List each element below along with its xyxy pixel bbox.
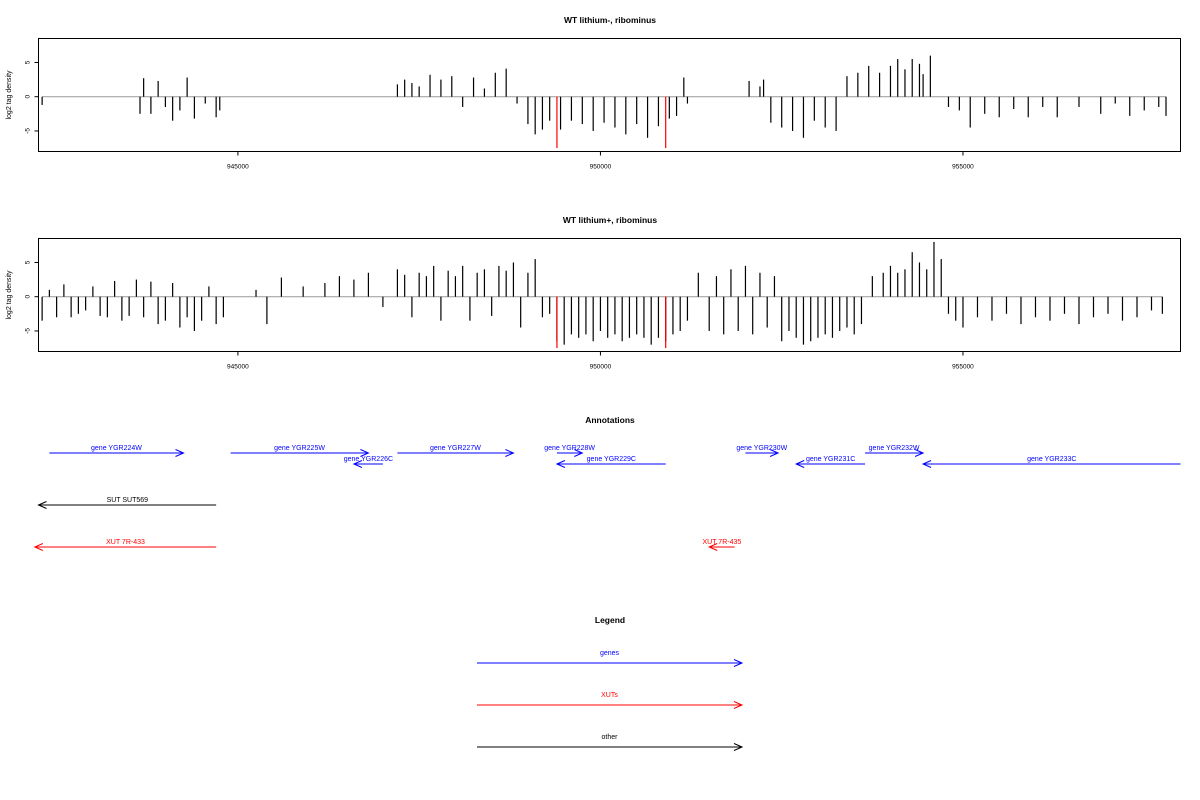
annotation-label: gene YGR229C	[587, 456, 636, 463]
annotations-title: Annotations	[585, 415, 635, 425]
annotation-arrow-head	[352, 460, 363, 468]
annotation-label: XUT 7R-435	[702, 539, 741, 546]
annotation-arrow-head	[921, 460, 932, 468]
panel-1-frame	[38, 38, 1181, 152]
legend-label: other	[602, 734, 619, 741]
annotation-label: gene YGR230W	[736, 445, 787, 452]
y-tick-label: 0	[25, 95, 32, 99]
legend-arrow-head	[733, 743, 744, 751]
annotation-arrow-head	[175, 449, 185, 457]
panel-2-ylabel: log2 tag density	[6, 270, 13, 320]
annotation-arrow-head	[37, 501, 47, 509]
y-tick-label: 5	[25, 60, 32, 64]
annotation-gene: gene YGR229C	[555, 456, 666, 468]
annotation-gene: gene YGR233C	[921, 456, 1181, 468]
annotation-arrow-head	[505, 449, 515, 457]
panel-2-bars	[41, 241, 1163, 349]
x-tick-label: 955000	[952, 164, 974, 171]
annotation-gene: gene YGR230W	[736, 445, 788, 457]
y-tick-label: 5	[25, 260, 32, 264]
annotation-arrow-head	[360, 449, 370, 457]
annotation-arrow-head	[794, 460, 805, 468]
panel-2-title: WT lithium+, ribominus	[563, 215, 657, 225]
legend-label: genes	[600, 650, 620, 657]
annotation-label: XUT 7R-433	[106, 539, 145, 546]
annotations-panel: Annotations gene YGR224W gene YGR225Wgene…	[33, 415, 1181, 551]
x-tick-label: 955000	[952, 364, 974, 371]
panel-1-bars	[41, 55, 1167, 149]
annotation-label: gene YGR226C	[344, 456, 393, 463]
track-panel-1: WT lithium-, ribominus log2 tag density …	[6, 15, 1181, 171]
annotation-arrow-head	[769, 449, 780, 457]
x-tick-label: 950000	[590, 164, 612, 171]
annotation-gene: gene YGR226C	[344, 456, 393, 468]
annotation-label: gene YGR231C	[806, 456, 855, 463]
annotation-label: gene YGR224W	[91, 445, 142, 452]
annotation-xut: XUT 7R-435	[702, 539, 741, 551]
annotation-features: gene YGR224W gene YGR225W gene YGR226C gene…	[33, 445, 1181, 551]
legend-label: XUTs	[601, 692, 618, 699]
x-tick-label: 945000	[227, 164, 249, 171]
panel-1-title: WT lithium-, ribominus	[564, 15, 656, 25]
legend-title: Legend	[595, 615, 625, 625]
panel-2-frame	[38, 238, 1181, 352]
legend-item: genes	[477, 650, 744, 667]
annotation-gene: gene YGR224W	[49, 445, 185, 457]
annotation-arrow-head	[707, 543, 718, 551]
annotation-gene: gene YGR227W	[397, 445, 515, 457]
x-tick-label: 950000	[590, 364, 612, 371]
annotation-label: gene YGR233C	[1027, 456, 1076, 463]
annotation-arrow-head	[914, 449, 925, 457]
panel-2-axes: 945000 950000 955000 5 0 -5	[25, 260, 1163, 371]
y-tick-label: 0	[25, 295, 32, 299]
track-panel-2: WT lithium+, ribominus log2 tag density …	[6, 215, 1181, 371]
legend-item: other	[477, 734, 744, 751]
annotation-xut: XUT 7R-433	[33, 539, 217, 551]
y-tick-label: -5	[25, 328, 32, 334]
annotation-arrow-head	[574, 449, 584, 457]
annotation-gene: gene YGR231C	[794, 456, 866, 468]
annotation-label: gene YGR227W	[430, 445, 481, 452]
legend-items: genes XUTs other	[477, 650, 744, 751]
annotation-label: gene YGR225W	[274, 445, 325, 452]
panel-1-axes: 945000 950000 955000 5 0 -5	[25, 60, 1166, 171]
annotation-arrow-head	[33, 543, 44, 551]
legend-item: XUTs	[477, 692, 744, 709]
annotation-gene: gene YGR228W	[544, 445, 595, 457]
annotation-label: gene YGR228W	[544, 445, 595, 452]
annotation-gene: gene YGR225W	[230, 445, 370, 457]
annotation-gene: gene YGR232W	[865, 445, 925, 457]
legend-arrow-head	[733, 659, 744, 667]
x-tick-label: 945000	[227, 364, 249, 371]
panel-1-ylabel: log2 tag density	[6, 70, 13, 120]
annotation-label: SUT SUT569	[107, 497, 149, 504]
annotation-arrow-head	[555, 460, 566, 468]
annotation-other: SUT SUT569	[37, 497, 217, 509]
annotation-label: gene YGR232W	[869, 445, 920, 452]
legend-panel: Legend genes XUTs other	[477, 615, 744, 751]
y-tick-label: -5	[25, 128, 32, 134]
legend-arrow-head	[733, 701, 744, 709]
